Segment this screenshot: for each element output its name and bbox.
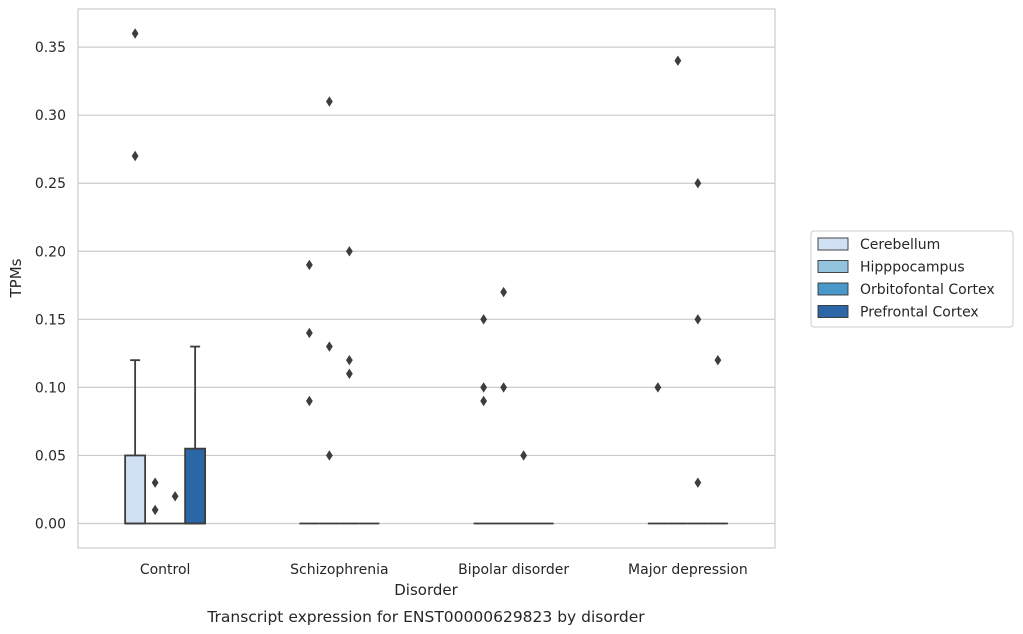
outlier-point xyxy=(325,341,333,352)
outlier-point xyxy=(500,382,508,393)
legend-swatch xyxy=(817,282,849,296)
legend-swatch xyxy=(817,260,849,273)
box-group xyxy=(339,246,360,525)
y-tick-label: 0.30 xyxy=(35,108,66,124)
legend-entry-label: Hipppocampus xyxy=(860,260,965,276)
box-group xyxy=(145,477,166,525)
box-group xyxy=(707,354,728,525)
outlier-point xyxy=(694,314,702,325)
box-group xyxy=(319,96,340,525)
box-group xyxy=(184,345,207,525)
y-tick-label: 0.10 xyxy=(35,380,66,396)
x-tick-label: Major depression xyxy=(628,562,748,578)
outlier-point xyxy=(305,395,313,407)
legend-swatch xyxy=(817,305,849,318)
legend-entry-label: Prefrontal Cortex xyxy=(860,305,979,321)
y-tick-label: 0.20 xyxy=(35,244,66,260)
outlier-point xyxy=(151,504,159,516)
outlier-point xyxy=(325,96,333,107)
legend-frame xyxy=(810,230,1014,328)
outlier-point xyxy=(520,450,528,461)
box-group xyxy=(647,382,668,525)
box xyxy=(124,454,147,525)
box-group xyxy=(473,314,494,525)
legend-entry-label: Orbitofontal Cortex xyxy=(860,282,995,298)
y-tick-label: 0.35 xyxy=(35,40,66,56)
outlier-point xyxy=(171,491,179,502)
outlier-point xyxy=(345,368,353,379)
x-tick-label: Schizophrenia xyxy=(290,562,388,578)
box-marks xyxy=(124,28,728,525)
outlier-point xyxy=(345,246,353,257)
plot-frame xyxy=(77,8,776,549)
legend-swatch xyxy=(817,237,849,251)
outlier-point xyxy=(345,354,353,366)
outlier-point xyxy=(500,286,508,298)
y-tick-label: 0.25 xyxy=(35,176,66,192)
x-tick-label: Bipolar disorder xyxy=(458,562,569,578)
y-tick-label: 0.00 xyxy=(35,517,66,533)
outlier-point xyxy=(694,477,702,488)
y-tick-label: 0.15 xyxy=(35,312,66,328)
outlier-point xyxy=(480,382,488,393)
y-axis-label: TPMs xyxy=(7,258,25,298)
outlier-point xyxy=(480,314,488,325)
outlier-point xyxy=(694,178,702,189)
outlier-point xyxy=(674,55,682,66)
outlier-point xyxy=(480,395,488,407)
outlier-point xyxy=(131,150,139,162)
chart-title: Transcript expression for ENST0000062982… xyxy=(206,608,645,626)
box-group xyxy=(493,286,514,525)
plot-background xyxy=(78,9,775,548)
outlier-point xyxy=(305,327,313,339)
legend-entry-label: Cerebellum xyxy=(860,237,940,253)
y-tick-label: 0.05 xyxy=(35,448,66,464)
outlier-point xyxy=(305,259,313,271)
outlier-point xyxy=(325,450,333,461)
box-group xyxy=(667,55,688,525)
outlier-point xyxy=(714,354,722,366)
legend-items: Cerebellum Hipppocampus Orbitofontal Corte… xyxy=(817,237,995,321)
box-group xyxy=(687,178,708,525)
box xyxy=(184,447,207,525)
box-group xyxy=(299,259,320,525)
box-group xyxy=(513,450,534,525)
x-tick-label: Control xyxy=(140,562,191,578)
legend: Cerebellum Hipppocampus Orbitofontal Corte… xyxy=(810,230,1014,328)
outlier-point xyxy=(151,477,159,488)
x-axis-label: Disorder xyxy=(394,581,458,599)
box-group xyxy=(124,28,147,525)
outlier-point xyxy=(131,28,139,39)
outlier-point xyxy=(654,382,662,393)
y-tick-labels: 0.00 0.05 0.10 0.15 0.20 0.25 0.30 0.35 xyxy=(35,40,66,532)
box-group xyxy=(165,491,186,525)
x-tick-labels: Control Schizophrenia Bipolar disorder Majo… xyxy=(140,562,748,578)
